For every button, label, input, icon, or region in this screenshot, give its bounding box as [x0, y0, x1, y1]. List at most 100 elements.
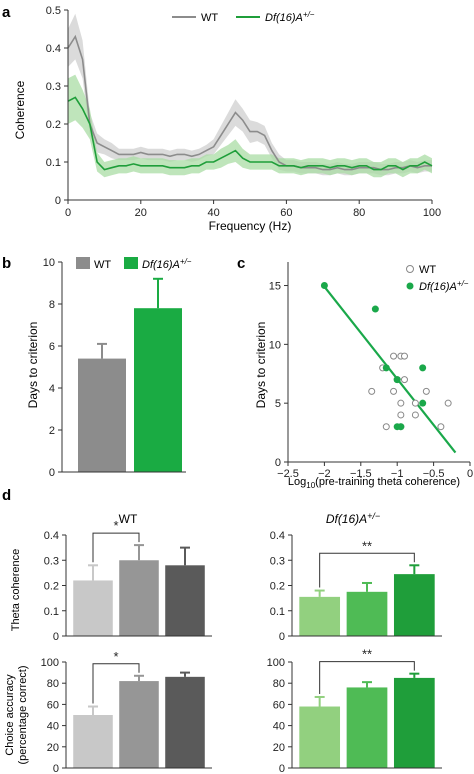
panel-c-x-axis-label: Log10(pre-training theta coherence): [288, 476, 460, 490]
y-tick-label: 6: [49, 341, 55, 353]
panel-label-c: c: [237, 255, 245, 272]
panel-a-legend: WT Df(16)A+/−: [172, 10, 315, 24]
y-tick-label: 8: [49, 299, 55, 311]
bar: [73, 715, 113, 768]
x-tick-label: 0: [65, 207, 71, 219]
bar: [299, 706, 341, 768]
y-tick-label: 80: [273, 678, 285, 690]
x-tick-label: 20: [135, 207, 147, 219]
y-tick-label: 0.5: [46, 5, 61, 17]
bar: [119, 560, 159, 636]
point-wt: [422, 387, 430, 395]
y-tick-label: 5: [275, 398, 281, 410]
point-wt: [368, 387, 376, 395]
bar: [165, 565, 205, 636]
legend-swatch-df: [124, 257, 138, 269]
panel-c-scatter-plot: 0 5 10 15 −2.5 −2 −1.5 −1 −0.5 0 Days to criterio…: [254, 262, 473, 490]
y-tick-label: 80: [47, 678, 59, 690]
y-tick-label: 0.3: [46, 81, 61, 93]
point-df: [371, 305, 379, 313]
bar: [393, 574, 435, 636]
bar: [165, 676, 205, 768]
significance-label: **: [362, 538, 372, 553]
legend-label-wt: WT: [419, 264, 436, 276]
significance-bracket: [92, 663, 140, 704]
bar: [299, 596, 341, 636]
x-tick-label: −2.5: [277, 468, 299, 480]
significance-label: *: [113, 649, 118, 664]
y-tick-label: 20: [47, 742, 59, 754]
x-tick-label: 0: [467, 468, 473, 480]
y-tick-label: 0.1: [44, 606, 59, 618]
panel-b-legend: WT Df(16)A+/−: [76, 257, 192, 271]
bar-wt: [78, 358, 126, 472]
point-wt: [390, 352, 398, 360]
y-tick-label: 0.1: [46, 157, 61, 169]
bar: [119, 681, 159, 768]
y-tick-label: 100: [267, 657, 285, 669]
x-tick-label: −1.5: [350, 468, 372, 480]
legend-label-wt: WT: [94, 259, 111, 271]
y-tick-label: 40: [47, 721, 59, 733]
x-tick-label: 60: [280, 207, 292, 219]
panel-d-y-axis-label-choice: Choice accuracy: [4, 674, 16, 756]
point-df: [419, 364, 427, 372]
panel-d-title-wt: WT: [119, 512, 138, 526]
y-tick-label: 40: [273, 721, 285, 733]
panel-d-df-theta-bars: 0 0.1 0.2 0.3 0.4 **: [270, 530, 442, 643]
y-tick-label: 0.4: [46, 43, 61, 55]
panel-a-y-axis-label: Coherence: [13, 80, 27, 139]
point-wt: [397, 399, 405, 407]
panel-a-coherence-plot: 0 0.1 0.2 0.3 0.4 0.5 0 20 40 60 80 100 Frequency (…: [13, 5, 441, 233]
bar: [346, 591, 388, 636]
legend-label-df: Df(16)A+/−: [142, 257, 192, 271]
y-tick-label: 0: [49, 467, 55, 479]
point-wt: [411, 411, 419, 419]
y-tick-label: 0: [275, 457, 281, 469]
x-tick-label: 80: [353, 207, 365, 219]
y-tick-label: 100: [41, 657, 59, 669]
legend-label-df: Df(16)A+/−: [265, 10, 315, 24]
y-tick-label: 0: [279, 763, 285, 774]
point-wt: [390, 387, 398, 395]
panel-c-y-axis-label: Days to criterion: [254, 322, 268, 409]
point-df: [393, 423, 401, 431]
panel-d-y-axis-label-choice-2: (percentage correct): [17, 665, 29, 764]
significance-label: **: [362, 647, 372, 662]
panel-c-legend: WT Df(16)A+/−: [406, 264, 469, 293]
panel-d-wt-theta-bars: 0 0.1 0.2 0.3 0.4 *: [44, 518, 212, 643]
y-tick-label: 0: [53, 631, 59, 643]
panel-label-b: b: [2, 255, 11, 272]
y-tick-label: 0.4: [44, 530, 59, 542]
point-wt: [437, 423, 445, 431]
panel-d-wt-choice-bars: 0 20 40 60 80 100 *: [41, 649, 212, 774]
y-tick-label: 2: [49, 425, 55, 437]
significance-label: *: [113, 518, 118, 533]
y-tick-label: 0: [55, 195, 61, 207]
y-tick-label: 0.2: [270, 581, 285, 593]
significance-bracket: [319, 552, 415, 588]
y-tick-label: 0: [279, 631, 285, 643]
legend-marker-df: [406, 282, 414, 290]
legend-swatch-wt: [76, 257, 90, 269]
y-tick-label: 0.2: [46, 119, 61, 131]
point-wt: [382, 423, 390, 431]
point-wt: [400, 352, 408, 360]
y-tick-label: 0.3: [270, 555, 285, 567]
panel-d-title-df: Df(16)A+/−: [326, 511, 380, 526]
panel-b-bar-chart: 0 2 4 6 8 10 Days to criterion WT Df(16)A+/−: [26, 257, 192, 479]
bar: [346, 687, 388, 768]
panel-b-y-axis-label: Days to criterion: [26, 322, 40, 409]
panel-d-y-axis-label-theta: Theta coherence: [10, 549, 22, 632]
point-df: [393, 376, 401, 384]
y-tick-label: 20: [273, 742, 285, 754]
y-tick-label: 10: [269, 339, 281, 351]
y-tick-label: 0.3: [44, 555, 59, 567]
bar-df: [134, 308, 182, 472]
y-tick-label: 4: [49, 383, 55, 395]
y-tick-label: 60: [273, 699, 285, 711]
bar: [73, 580, 113, 636]
regression-line: [323, 286, 457, 454]
panel-label-d: d: [2, 487, 11, 504]
